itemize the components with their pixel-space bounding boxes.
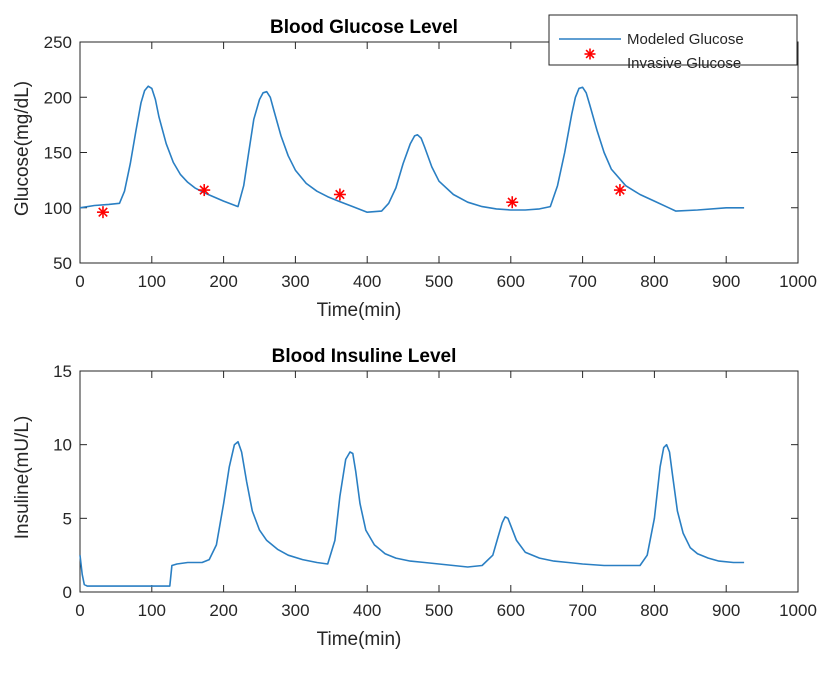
glucose-y-tick-label: 100 bbox=[44, 199, 72, 218]
invasive-glucose-point-stroke bbox=[98, 207, 108, 217]
glucose-y-tick-label: 200 bbox=[44, 88, 72, 107]
glucose-x-tick-label: 700 bbox=[568, 272, 596, 291]
insuline-x-tick-label: 1000 bbox=[779, 601, 817, 620]
legend-invasive-glucose-swatch bbox=[584, 48, 596, 60]
insuline-y-tick-label: 5 bbox=[63, 509, 72, 528]
invasive-glucose-point-stroke bbox=[335, 189, 345, 200]
glucose-x-tick-label: 900 bbox=[712, 272, 740, 291]
glucose-series bbox=[79, 85, 745, 219]
invasive-glucose-point-stroke bbox=[507, 197, 518, 208]
insuline-x-tick-label: 200 bbox=[209, 601, 237, 620]
insuline-y-tick-label: 0 bbox=[63, 583, 72, 602]
insuline-x-axis-label: Time(min) bbox=[317, 629, 402, 650]
glucose-x-tick-label: 0 bbox=[75, 272, 84, 291]
insuline-ticks: 0 100 200 300 400 500 600 700 800 900 1000 0 5 10 15 bbox=[53, 362, 817, 620]
legend-modeled-glucose-label: Modeled Glucose bbox=[627, 31, 744, 48]
insuline-x-tick-label: 600 bbox=[497, 601, 525, 620]
glucose-x-tick-label: 500 bbox=[425, 272, 453, 291]
legend-invasive-glucose-marker-stroke bbox=[585, 49, 595, 59]
invasive-glucose-point bbox=[333, 188, 346, 201]
glucose-y-tick-label: 150 bbox=[44, 144, 72, 163]
glucose-x-tick-label: 300 bbox=[281, 272, 309, 291]
glucose-chart-title: Blood Glucose Level bbox=[270, 17, 458, 38]
glucose-legend: Modeled Glucose Invasive Glucose bbox=[548, 14, 798, 72]
insuline-x-tick-label: 800 bbox=[640, 601, 668, 620]
invasive-glucose-point-stroke bbox=[199, 185, 210, 195]
invasive-glucose-point bbox=[506, 196, 519, 209]
insuline-line-series-line bbox=[79, 440, 745, 587]
insuline-x-tick-label: 700 bbox=[568, 601, 596, 620]
glucose-x-axis-label: Time(min) bbox=[317, 300, 402, 321]
invasive-glucose-point bbox=[198, 184, 211, 197]
glucose-x-tick-label: 100 bbox=[138, 272, 166, 291]
insuline-x-tick-label: 100 bbox=[138, 601, 166, 620]
invasive-glucose-point bbox=[613, 184, 626, 197]
insuline-plot-area bbox=[79, 370, 799, 593]
invasive-glucose-point bbox=[96, 206, 109, 219]
glucose-x-tick-label: 800 bbox=[640, 272, 668, 291]
glucose-x-tick-label: 600 bbox=[497, 272, 525, 291]
glucose-x-tick-label: 200 bbox=[209, 272, 237, 291]
insuline-y-axis-label: Insuline(mU/L) bbox=[12, 416, 33, 540]
insuline-chart-title: Blood Insuline Level bbox=[272, 346, 457, 367]
glucose-chart: 0 100 200 300 400 500 600 700 800 900 1000 50 100 150… bbox=[12, 14, 817, 321]
glucose-x-tick-label: 1000 bbox=[779, 272, 817, 291]
insuline-x-tick-label: 500 bbox=[425, 601, 453, 620]
invasive-glucose-point-stroke bbox=[615, 185, 625, 195]
insuline-y-tick-label: 15 bbox=[53, 362, 72, 381]
insuline-y-tick-label: 10 bbox=[53, 436, 72, 455]
insuline-x-tick-label: 0 bbox=[75, 601, 84, 620]
insuline-x-tick-label: 400 bbox=[353, 601, 381, 620]
insuline-x-tick-label: 900 bbox=[712, 601, 740, 620]
modeled-glucose-series-line bbox=[79, 85, 745, 213]
glucose-ticks: 0 100 200 300 400 500 600 700 800 900 1000 50 100 150… bbox=[44, 33, 817, 291]
insuline-chart: 0 100 200 300 400 500 600 700 800 900 1000 0 5 10 15 B… bbox=[12, 346, 817, 650]
glucose-y-axis-label: Glucose(mg/dL) bbox=[12, 81, 33, 216]
glucose-y-tick-label: 50 bbox=[53, 254, 72, 273]
legend-invasive-glucose-label: Invasive Glucose bbox=[627, 55, 741, 72]
glucose-x-tick-label: 400 bbox=[353, 272, 381, 291]
glucose-y-tick-label: 250 bbox=[44, 33, 72, 52]
insuline-series bbox=[79, 440, 745, 587]
insuline-x-tick-label: 300 bbox=[281, 601, 309, 620]
legend-invasive-glucose-marker bbox=[584, 48, 596, 60]
glucose-plot-area bbox=[79, 41, 799, 264]
